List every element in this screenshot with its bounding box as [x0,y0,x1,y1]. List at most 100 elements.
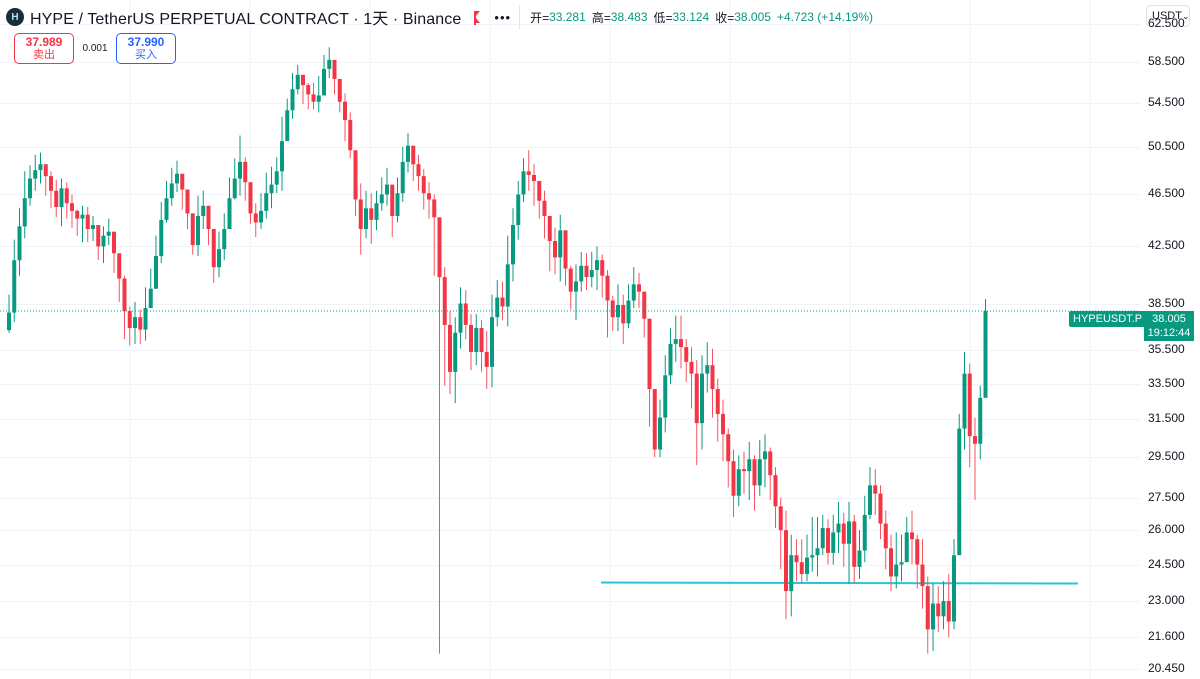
support-line-layer [600,581,1079,585]
candle-body [85,214,90,230]
axis-tick-label: 21.600 [1148,629,1185,644]
candle-body [206,205,211,230]
candle [899,534,904,582]
candle-body [752,459,757,486]
candle-body [395,193,400,216]
last-price-value: 38.005 [1152,313,1186,325]
candle [138,309,143,344]
candle [521,158,526,202]
candle [337,78,342,113]
close-value: 38.005 [734,10,771,24]
candle [584,253,589,291]
candle [269,166,274,209]
candle [427,182,431,219]
candle-body [327,59,332,69]
candle-body [537,180,542,201]
candle [190,213,195,255]
candle [285,98,290,142]
candle-body [285,110,290,142]
candle [17,208,22,276]
candle [789,534,794,617]
last-price-tag: 38.005 19:12:44 [1144,311,1194,341]
candle-body [631,284,636,301]
candle-body [243,161,248,183]
candle [232,158,237,200]
candle [290,72,295,119]
low-value: 33.124 [672,10,710,24]
candle-body [369,208,374,220]
candle-body [122,278,127,312]
candle [532,164,536,206]
candle [516,180,521,240]
candle [164,180,169,223]
candle-body [332,59,337,79]
candle-body [700,373,704,424]
flag-icon[interactable] [474,11,481,25]
candle-body [568,268,573,292]
candle-body [521,171,526,195]
candle-body [322,68,326,96]
candle [542,190,547,239]
chevron-down-icon: ⌄ [1181,10,1190,21]
candle-body [574,281,578,292]
buy-button[interactable]: 37.990 买入 [116,33,176,64]
candle-body [647,318,652,390]
candle [726,428,731,488]
candle [920,539,925,609]
more-options-icon[interactable]: ••• [494,9,512,25]
candle [731,449,736,518]
candle-body [899,562,904,565]
candle [479,320,484,372]
candle [962,351,967,450]
candle-body [232,178,237,199]
candle [306,83,311,110]
candle [826,519,830,565]
candle [511,208,515,282]
symbol-title-box[interactable]: H HYPE / TetherUS PERPETUAL CONTRACT · 1… [6,5,521,29]
candle [206,205,211,246]
candle [280,116,284,191]
candle-body [201,205,206,216]
candle-body [316,95,321,102]
candle-body [117,253,122,279]
candle [201,190,206,230]
candle-body [805,557,809,575]
candle [831,514,836,565]
sell-price: 37.989 [25,34,63,49]
symbol-title[interactable]: HYPE / TetherUS PERPETUAL CONTRACT · 1天 … [30,11,462,28]
candle [264,172,269,219]
candle [778,497,783,570]
candle [600,254,605,298]
candle [694,360,699,466]
candle [259,193,263,230]
candle-body [747,459,752,472]
candle-body [70,203,74,211]
candle-body [721,413,725,435]
candle-body [973,436,977,444]
candle [595,246,599,291]
currency-selector[interactable]: USDT ⌄ [1146,5,1190,27]
candle [358,183,363,255]
candle-body [910,532,914,540]
candle [679,315,683,369]
candle [526,150,531,191]
candle-body [33,170,38,179]
candle [469,314,473,371]
candle-body [432,199,437,218]
candle-body [584,265,589,278]
candle [85,207,90,243]
axis-tick-label: 50.500 [1148,138,1185,153]
candle [721,399,725,462]
candle-body [978,397,983,444]
candle [784,510,788,619]
candle-body [227,198,232,230]
candle-body [794,555,799,563]
candle [463,290,468,340]
candle-body [873,485,878,494]
sell-button[interactable]: 37.989 卖出 [14,33,74,64]
candle-body [773,475,778,507]
candle-body [516,194,521,226]
candle [180,173,185,210]
candle [222,213,227,261]
